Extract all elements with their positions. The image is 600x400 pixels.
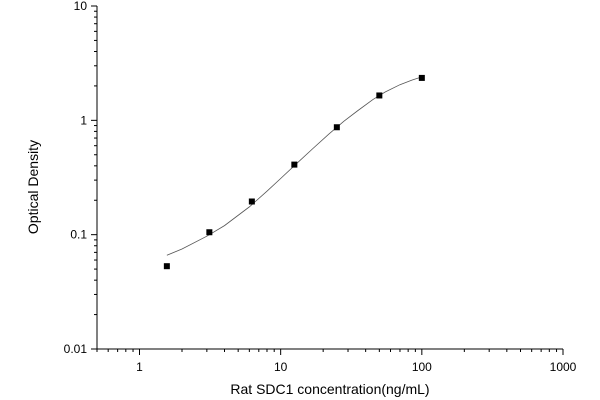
y-tick-label: 1 bbox=[80, 113, 87, 127]
data-point bbox=[163, 263, 170, 270]
y-tick-label: 0.01 bbox=[64, 342, 88, 356]
x-axis-tick-labels: 1 10 100 1000 bbox=[136, 360, 577, 374]
y-axis-ticks bbox=[91, 5, 97, 350]
data-point bbox=[206, 229, 213, 236]
x-axis-ticks bbox=[96, 349, 564, 355]
data-point bbox=[418, 74, 425, 81]
x-tick-label: 1000 bbox=[550, 360, 577, 374]
data-point bbox=[248, 198, 255, 205]
y-axis-tick-labels: 0.01 0.1 1 10 bbox=[64, 0, 88, 356]
y-tick-label: 0.1 bbox=[70, 228, 87, 242]
data-point bbox=[376, 92, 383, 99]
x-tick-label: 100 bbox=[412, 360, 432, 374]
x-tick-label: 1 bbox=[136, 360, 143, 374]
data-point bbox=[333, 124, 340, 131]
fit-curve bbox=[166, 76, 422, 256]
y-tick-label: 10 bbox=[74, 0, 88, 13]
x-tick-label: 10 bbox=[274, 360, 288, 374]
plot-frame bbox=[96, 6, 563, 350]
data-point bbox=[291, 161, 298, 168]
x-axis-title: Rat SDC1 concentration(ng/mL) bbox=[230, 381, 429, 397]
data-points bbox=[163, 74, 425, 270]
y-axis-title: Optical Density bbox=[25, 140, 41, 234]
